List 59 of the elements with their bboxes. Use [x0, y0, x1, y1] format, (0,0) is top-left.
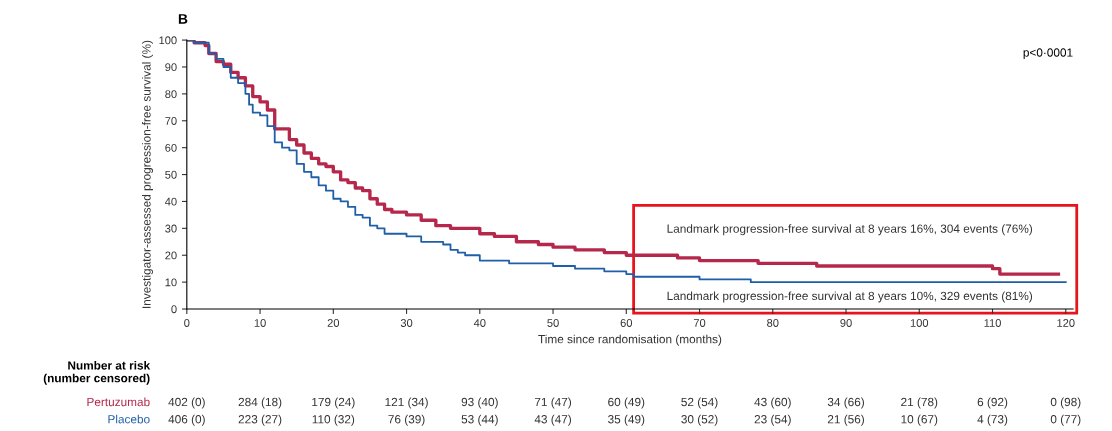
- y-axis-title: Investigator-assessed progression-free survival (%): [142, 40, 153, 308]
- text: 10 (67): [901, 414, 938, 426]
- text: 23 (54): [754, 414, 791, 426]
- x-tick-label: 10: [254, 319, 266, 327]
- text: Number at risk (number censored): [43, 360, 151, 385]
- text: 30 (52): [681, 414, 718, 426]
- annotation: p<0·0001: [1023, 48, 1073, 60]
- y-tick-label: 70: [165, 117, 177, 125]
- text: 0 (77): [1050, 414, 1081, 426]
- text: 21 (56): [827, 414, 864, 426]
- y-tick-label: 10: [165, 278, 177, 287]
- x-tick-label: 20: [327, 319, 340, 327]
- x-tick-label: 30: [400, 319, 413, 327]
- y-tick-label: 30: [165, 224, 177, 233]
- x-tick-label: 40: [473, 319, 486, 327]
- text: 43 (60): [754, 397, 791, 409]
- x-tick-label: 60: [620, 319, 633, 327]
- x-tick-label: 0: [184, 319, 190, 327]
- x-tick-label: 70: [693, 319, 706, 327]
- text: 93 (40): [461, 397, 498, 409]
- text: 34 (66): [827, 397, 864, 409]
- x-tick-label: 90: [840, 319, 852, 327]
- text: 223 (27): [238, 414, 282, 426]
- text: 71 (47): [534, 397, 572, 409]
- text: 0 (98): [1050, 397, 1081, 409]
- text: Pertuzumab: [87, 397, 150, 407]
- text: 43 (47): [534, 414, 572, 426]
- y-tick-label: 80: [165, 90, 177, 99]
- y-tick-label: 40: [164, 197, 177, 206]
- x-tick-label: 50: [547, 319, 559, 327]
- x-tick-label: 100: [910, 319, 929, 327]
- text: 76 (39): [388, 414, 425, 426]
- text: 4 (73): [977, 414, 1008, 426]
- y-tick-label: 50: [165, 170, 177, 179]
- y-tick-label: 20: [165, 251, 177, 260]
- y-tick-label: 90: [165, 63, 177, 72]
- x-axis-title: Time since randomisation (months): [538, 334, 722, 346]
- text: 284 (18): [238, 397, 282, 409]
- x-tick-label: 120: [1057, 319, 1075, 327]
- text: 406 (0): [168, 414, 205, 426]
- y-tick-label: 100: [159, 36, 177, 45]
- text: 6 (92): [977, 397, 1008, 409]
- text: 52 (54): [681, 397, 718, 409]
- text: 21 (78): [901, 397, 938, 409]
- text: 53 (44): [461, 414, 498, 426]
- annotation: Landmark progression-free survival at 8 years 16%, 304 events (76%): [667, 224, 1033, 236]
- text: 60 (49): [608, 397, 645, 409]
- chart-title: B: [178, 14, 188, 24]
- annotation: Landmark progression-free survival at 8 years 10%, 329 events (81%): [667, 291, 1033, 303]
- text: 179 (24): [312, 397, 355, 409]
- x-tick-label: 80: [767, 319, 779, 327]
- text: 110 (32): [312, 414, 355, 426]
- text: 402 (0): [168, 397, 205, 409]
- y-tick-label: 60: [165, 143, 177, 152]
- text: 121 (34): [385, 397, 428, 409]
- text: Placebo: [108, 414, 150, 424]
- x-tick-label: 110: [984, 319, 1001, 327]
- y-tick-label: 0: [171, 305, 177, 314]
- text: 35 (49): [608, 414, 645, 426]
